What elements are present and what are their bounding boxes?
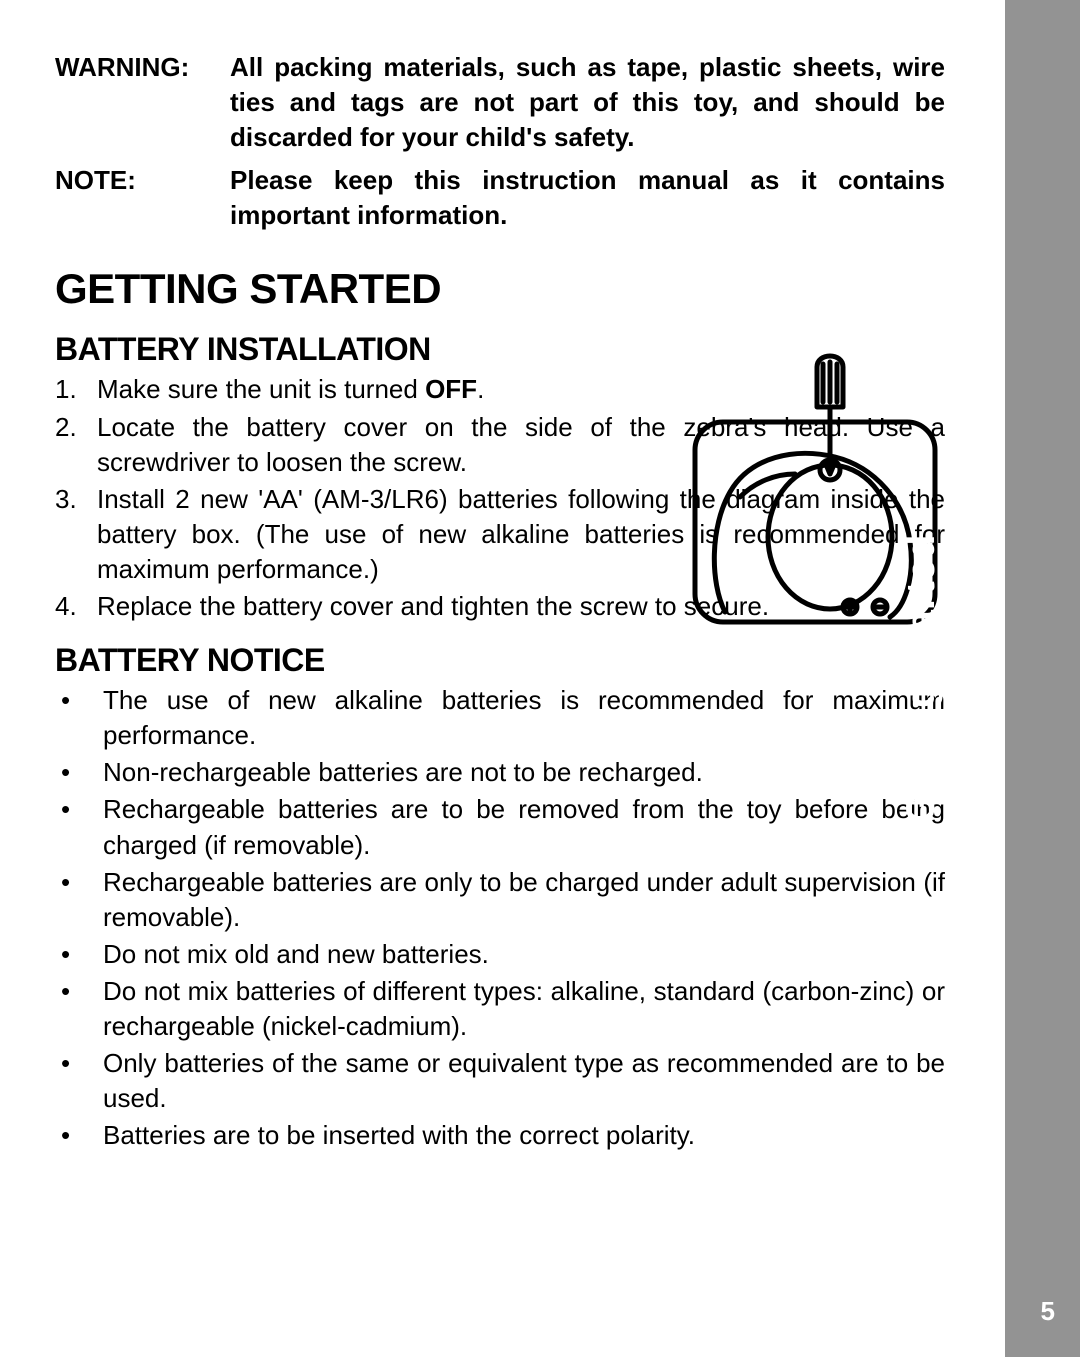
step-text: Make sure the unit is turned [97, 374, 425, 404]
installation-section: Make sure the unit is turned OFF. Locate… [55, 372, 945, 624]
bullet-text: Do not mix batteries of different types:… [103, 974, 945, 1044]
bullet-item: Do not mix batteries of different types:… [55, 974, 945, 1044]
warning-text: All packing materials, such as tape, pla… [230, 50, 945, 155]
bullet-text: The use of new alkaline batteries is rec… [103, 683, 945, 753]
bullet-item: Only batteries of the same or equivalent… [55, 1046, 945, 1116]
heading-battery-notice: BATTERY NOTICE [55, 642, 945, 679]
notice-bullets: The use of new alkaline batteries is rec… [55, 683, 945, 1153]
side-tab-label: Getting Started [899, 534, 944, 823]
bullet-item: The use of new alkaline batteries is rec… [55, 683, 945, 753]
warning-label: WARNING: [55, 50, 230, 155]
bullet-item: Rechargeable batteries are only to be ch… [55, 865, 945, 935]
warning-row: WARNING: All packing materials, such as … [55, 50, 945, 155]
bullet-text: Do not mix old and new batteries. [103, 937, 945, 972]
bullet-text: Only batteries of the same or equivalent… [103, 1046, 945, 1116]
note-label: NOTE: [55, 163, 230, 233]
heading-main: GETTING STARTED [55, 265, 945, 313]
bullet-text: Non-rechargeable batteries are not to be… [103, 755, 945, 790]
step-post: . [477, 374, 484, 404]
side-tab: Getting Started 5 [1005, 0, 1080, 1357]
note-text: Please keep this instruction manual as i… [230, 163, 945, 233]
bullet-text: Batteries are to be inserted with the co… [103, 1118, 945, 1153]
page-number: 5 [1041, 1296, 1055, 1327]
bullet-text: Rechargeable batteries are only to be ch… [103, 865, 945, 935]
page-content: WARNING: All packing materials, such as … [0, 0, 1005, 1205]
bullet-text: Rechargeable batteries are to be removed… [103, 792, 945, 862]
bullet-item: Non-rechargeable batteries are not to be… [55, 755, 945, 790]
bullet-item: Batteries are to be inserted with the co… [55, 1118, 945, 1153]
note-row: NOTE: Please keep this instruction manua… [55, 163, 945, 233]
bullet-item: Do not mix old and new batteries. [55, 937, 945, 972]
step-bold: OFF [425, 374, 477, 404]
bullet-item: Rechargeable batteries are to be removed… [55, 792, 945, 862]
